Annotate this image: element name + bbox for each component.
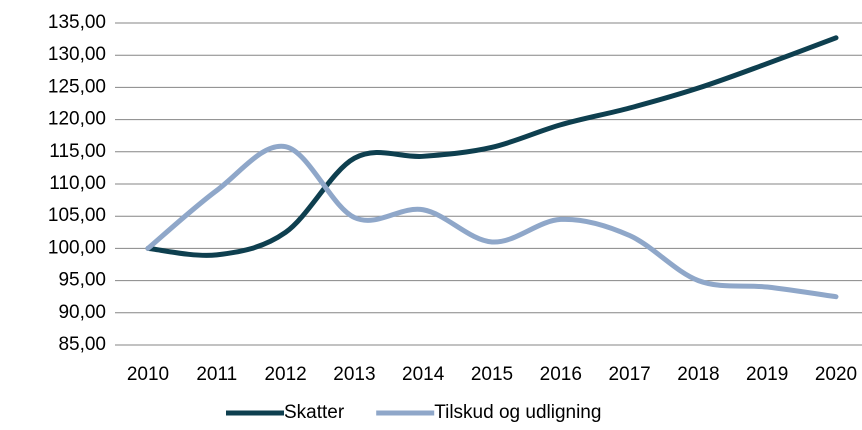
x-tick-label: 2014 [402,364,445,385]
y-tick-label: 130,00 [48,44,106,65]
x-tick-label: 2017 [608,364,650,385]
x-tick-label: 2016 [540,364,582,385]
x-tick-label: 2018 [677,364,719,385]
line-series [145,143,839,300]
y-tick-label: 125,00 [48,76,106,97]
legend-label: Skatter [284,402,345,423]
y-tick-label: 95,00 [58,270,106,291]
legend-label: Tilskud og udligning [434,402,601,423]
y-tick-label: 135,00 [48,12,106,33]
x-tick-label: 2015 [471,364,513,385]
y-tick-label: 100,00 [48,237,106,258]
x-tick-label: 2020 [815,364,857,385]
y-tick-label: 115,00 [49,141,106,162]
x-tick-label: 2012 [264,364,306,385]
y-tick-label: 85,00 [58,334,106,355]
x-tick-label: 2011 [196,364,237,385]
y-tick-label: 120,00 [48,109,106,130]
line-series [145,35,839,258]
y-tick-label: 110,00 [49,173,106,194]
x-tick-label: 2010 [127,364,169,385]
x-tick-label: 2013 [333,364,375,385]
x-tick-label: 2019 [746,364,788,385]
y-tick-label: 105,00 [48,205,106,226]
y-tick-label: 90,00 [58,302,106,323]
